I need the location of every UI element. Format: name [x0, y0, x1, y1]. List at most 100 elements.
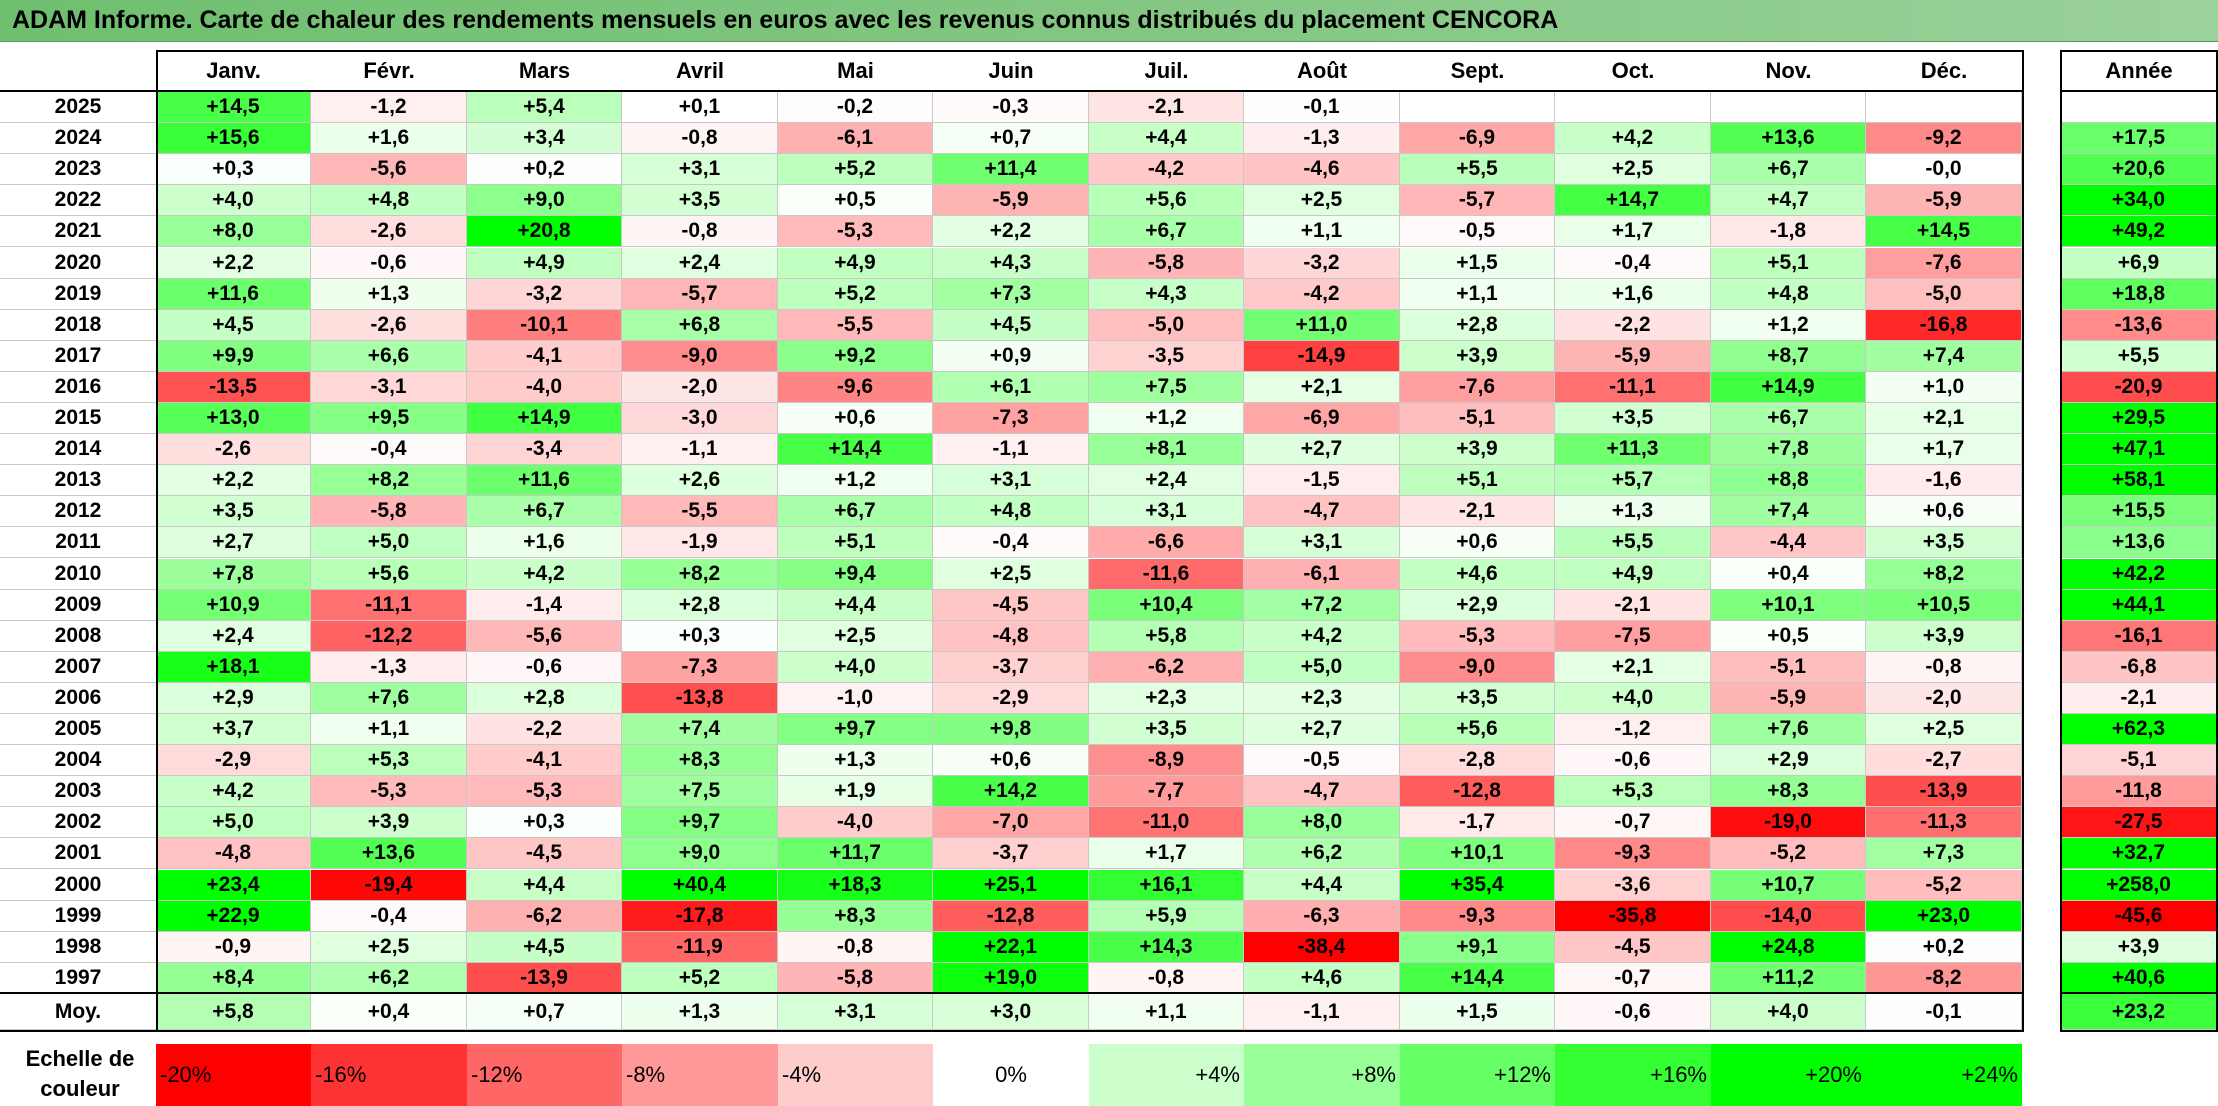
heatmap-cell: +18,3 — [778, 869, 933, 901]
heatmap-cell: +5,0 — [1244, 651, 1400, 683]
heatmap-cell: +4,0 — [1555, 682, 1711, 714]
heatmap-cell: +1,2 — [1089, 403, 1244, 435]
heatmap-cell: -6,9 — [1400, 123, 1555, 155]
average-cell: +1,1 — [1089, 994, 1244, 1030]
heatmap-cell: -5,9 — [933, 185, 1089, 217]
heatmap-cell: -4,1 — [467, 340, 622, 372]
heatmap-cell: +6,6 — [311, 340, 467, 372]
heatmap-cell: +1,2 — [1711, 309, 1866, 341]
heatmap-cell: +8,8 — [1711, 465, 1866, 497]
heatmap-cell: +3,9 — [1400, 434, 1555, 466]
heatmap-cell: +7,5 — [1089, 371, 1244, 403]
heatmap-cell: +4,6 — [1244, 962, 1400, 994]
heatmap-cell: +10,1 — [1711, 589, 1866, 621]
heatmap-cell: +4,2 — [1555, 123, 1711, 155]
heatmap-cell: +5,6 — [1089, 185, 1244, 217]
heatmap-cell: +4,6 — [1400, 558, 1555, 590]
heatmap-cell: -1,3 — [311, 651, 467, 683]
heatmap-cell: +4,4 — [778, 589, 933, 621]
color-scale-step: +24% — [1866, 1044, 2022, 1106]
row-year-label: 2009 — [0, 589, 156, 621]
heatmap-cell: +13,6 — [1711, 123, 1866, 155]
heatmap-cell: -13,9 — [1866, 776, 2022, 808]
annual-cell: +20,6 — [2060, 154, 2218, 186]
heatmap-cell: -5,3 — [778, 216, 933, 248]
annual-cell: -11,8 — [2060, 776, 2218, 808]
heatmap-cell: -0,4 — [1555, 247, 1711, 279]
month-header: Oct. — [1555, 52, 1711, 89]
heatmap-cell: -1,5 — [1244, 465, 1400, 497]
heatmap-cell: -4,5 — [1555, 931, 1711, 963]
heatmap-cell: +2,5 — [933, 558, 1089, 590]
annual-cell: +13,6 — [2060, 527, 2218, 559]
heatmap-cell: +1,2 — [778, 465, 933, 497]
row-year-label: 2022 — [0, 185, 156, 217]
heatmap-cell: -9,3 — [1555, 838, 1711, 870]
heatmap-cell: +0,7 — [933, 123, 1089, 155]
annual-cell: +17,5 — [2060, 123, 2218, 155]
heatmap-cell: +8,7 — [1711, 340, 1866, 372]
month-header: Févr. — [311, 52, 467, 89]
average-divider — [0, 992, 2024, 994]
heatmap-cell: +14,7 — [1555, 185, 1711, 217]
heatmap-cell: +0,6 — [1400, 527, 1555, 559]
row-year-label: 2000 — [0, 869, 156, 901]
heatmap-cell: -38,4 — [1244, 931, 1400, 963]
heatmap-cell: -4,1 — [467, 745, 622, 777]
heatmap-cell: +1,1 — [311, 714, 467, 746]
heatmap-cell: +1,7 — [1089, 838, 1244, 870]
heatmap-cell: +9,7 — [778, 714, 933, 746]
heatmap-cell: -3,0 — [622, 403, 778, 435]
heatmap-cell: +2,2 — [933, 216, 1089, 248]
heatmap-cell: +7,3 — [1866, 838, 2022, 870]
heatmap-cell: +2,4 — [622, 247, 778, 279]
heatmap-cell: -1,4 — [467, 589, 622, 621]
heatmap-cell: +5,9 — [1089, 900, 1244, 932]
header-divider — [0, 90, 2024, 92]
annual-cell: +258,0 — [2060, 869, 2218, 901]
heatmap-cell: +23,0 — [1866, 900, 2022, 932]
average-cell: -0,1 — [1866, 994, 2022, 1030]
heatmap-cell: +0,1 — [622, 92, 778, 124]
heatmap-cell: +14,9 — [467, 403, 622, 435]
heatmap-cell: +5,3 — [311, 745, 467, 777]
row-year-label: 1997 — [0, 962, 156, 994]
heatmap-cell: +25,1 — [933, 869, 1089, 901]
heatmap-cell: +7,4 — [622, 714, 778, 746]
heatmap-cell: +1,3 — [311, 278, 467, 310]
heatmap-cell: +4,4 — [1089, 123, 1244, 155]
heatmap-cell: +16,1 — [1089, 869, 1244, 901]
heatmap-cell: -5,2 — [1711, 838, 1866, 870]
heatmap-cell: +2,3 — [1244, 682, 1400, 714]
heatmap-cell: -16,8 — [1866, 309, 2022, 341]
heatmap-cell: +11,4 — [933, 154, 1089, 186]
heatmap-cell: -5,6 — [311, 154, 467, 186]
heatmap-cell: +1,7 — [1555, 216, 1711, 248]
heatmap-cell: +9,0 — [622, 838, 778, 870]
color-scale-step: +8% — [1244, 1044, 1400, 1106]
heatmap-cell: +6,2 — [311, 962, 467, 994]
heatmap-cell: -5,3 — [1400, 620, 1555, 652]
heatmap-cell: +8,4 — [156, 962, 311, 994]
heatmap-cell: +6,7 — [778, 496, 933, 528]
heatmap-cell: -0,5 — [1244, 745, 1400, 777]
heatmap-cell: -11,6 — [1089, 558, 1244, 590]
heatmap-cell: +1,3 — [1555, 496, 1711, 528]
heatmap-cell: +24,8 — [1711, 931, 1866, 963]
heatmap-cell: -0,4 — [311, 434, 467, 466]
row-year-label: 1998 — [0, 931, 156, 963]
row-year-label: 1999 — [0, 900, 156, 932]
heatmap-cell: -0,7 — [1555, 807, 1711, 839]
month-header: Juil. — [1089, 52, 1244, 89]
heatmap-cell: -5,1 — [1400, 403, 1555, 435]
heatmap-cell: +2,5 — [1244, 185, 1400, 217]
average-bottom — [0, 1030, 2024, 1032]
annual-cell — [2060, 92, 2218, 124]
heatmap-cell: +2,5 — [778, 620, 933, 652]
color-scale-step: +20% — [1711, 1044, 1866, 1106]
heatmap-cell: -2,9 — [156, 745, 311, 777]
heatmap-cell: +0,3 — [622, 620, 778, 652]
annual-cell: +32,7 — [2060, 838, 2218, 870]
average-cell: -0,6 — [1555, 994, 1711, 1030]
heatmap-cell: -0,6 — [1555, 745, 1711, 777]
